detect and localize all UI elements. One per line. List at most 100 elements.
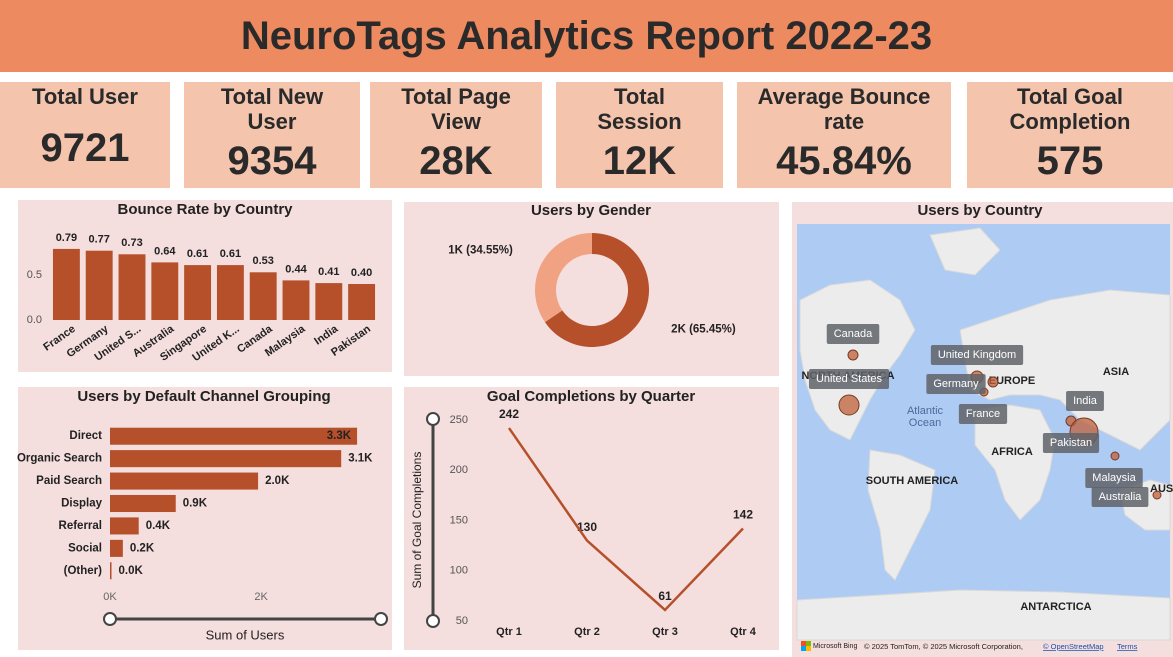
bar — [110, 539, 123, 557]
bar — [216, 265, 244, 320]
attribution: Microsoft Bing — [813, 643, 857, 650]
pie-slice — [534, 233, 592, 323]
value-label: 0.44 — [285, 263, 307, 275]
kpi-label: Total Session — [597, 84, 682, 134]
kpi-card: Total Session 12K — [556, 82, 723, 188]
y-tick-label: Paid Search — [36, 475, 102, 487]
value-label: 0.4K — [146, 520, 171, 532]
map-label: United Kingdom — [938, 349, 1016, 361]
bing-logo — [801, 641, 806, 646]
y-tick-label: 200 — [450, 464, 468, 476]
bar — [118, 254, 146, 320]
bar — [282, 280, 310, 320]
map-region: EUROPE — [989, 375, 1035, 387]
map-label-box — [1042, 433, 1100, 453]
x-tick-label: Qtr 3 — [652, 626, 678, 638]
chart-title: Users by Gender — [531, 202, 651, 219]
value-label: 0.77 — [88, 234, 109, 246]
x-tick-label: 0K — [103, 591, 117, 603]
kpi-label: Total User — [32, 84, 138, 109]
map-label-box — [1091, 487, 1149, 507]
y-tick-label: 50 — [456, 615, 468, 627]
x-tick-label: Qtr 2 — [574, 626, 600, 638]
kpi-card: Total Goal Completion 575 — [967, 82, 1173, 188]
map-label-box — [1085, 468, 1143, 488]
value-label: 0.2K — [130, 542, 155, 554]
map-bubble[interactable] — [1110, 451, 1120, 461]
y-tick-label: 0.0 — [27, 314, 42, 326]
bar — [52, 248, 80, 320]
bar — [348, 284, 376, 320]
ocean-label: Atlantic Ocean — [906, 405, 944, 429]
chart-title: Users by Country — [917, 202, 1043, 219]
map-label: Australia — [1099, 491, 1143, 503]
value-label: 3.1K — [348, 453, 373, 465]
x-tick-label: Qtr 1 — [496, 626, 522, 638]
map-label: Germany — [933, 378, 979, 390]
kpi-value: 9354 — [227, 138, 317, 183]
map-label: India — [1073, 395, 1098, 407]
map-land — [796, 227, 1171, 641]
bar — [184, 265, 212, 320]
attribution: © 2025 TomTom, © 2025 Microsoft Corporat… — [864, 642, 1023, 651]
kpi-label: Total New User — [220, 84, 324, 134]
attribution-link[interactable]: © OpenStreetMap — [1043, 642, 1104, 651]
value-label: 0.61 — [220, 248, 241, 260]
kpi-card: Total User 9721 — [0, 82, 170, 188]
kpi-value: 28K — [419, 138, 493, 183]
value-label: 142 — [733, 508, 753, 522]
value-label: 0.73 — [121, 237, 142, 249]
y-axis-label: Sum of Goal Completions — [410, 452, 424, 589]
y-tick-label: Organic Search — [17, 453, 102, 465]
map-label-box — [1066, 391, 1104, 411]
map-region: AFRICA — [991, 446, 1033, 458]
slider-handle[interactable] — [426, 614, 440, 628]
bar — [110, 427, 358, 445]
value-label: 0.53 — [252, 255, 273, 267]
panel — [404, 387, 779, 650]
slider-handle[interactable] — [426, 412, 440, 426]
map-region: ASIA — [1103, 366, 1129, 378]
map-bubble[interactable] — [838, 394, 860, 416]
bing-logo — [801, 646, 806, 651]
y-tick-label: (Other) — [64, 565, 103, 577]
kpi-value: 12K — [602, 138, 677, 183]
y-tick-label: 100 — [450, 565, 468, 577]
bar — [315, 283, 343, 320]
kpi-label: Total Goal Completion — [1009, 84, 1131, 134]
attribution-link[interactable]: Terms — [1117, 642, 1138, 651]
map-label: Pakistan — [1050, 437, 1092, 449]
map-bubble[interactable] — [987, 376, 999, 388]
panel — [18, 387, 392, 650]
bing-logo — [806, 646, 811, 651]
x-axis-label: Sum of Users — [206, 627, 285, 642]
y-tick-label: Referral — [59, 520, 102, 532]
y-tick-label: 0.5 — [27, 269, 42, 281]
map-bubble[interactable] — [847, 349, 859, 361]
line — [507, 427, 744, 612]
panel — [404, 202, 779, 376]
x-tick-label: Qtr 4 — [730, 626, 757, 638]
y-tick-label: Direct — [69, 430, 102, 442]
slider-handle[interactable] — [374, 612, 388, 626]
map-label-box — [930, 345, 1024, 365]
value-label: 0.79 — [56, 232, 77, 244]
map-bubble[interactable] — [1152, 490, 1162, 500]
value-label: 0.64 — [154, 245, 176, 257]
map-region: SOUTH AMERICA — [866, 475, 959, 487]
value-label: 0.0K — [119, 565, 144, 577]
value-label: 0.9K — [183, 498, 208, 510]
chart-title: Users by Default Channel Grouping — [77, 388, 330, 405]
value-label: 242 — [499, 407, 519, 421]
kpi-card: Average Bounce rate 45.84% — [737, 82, 951, 188]
slider-handle[interactable] — [103, 612, 117, 626]
kpi-label: Total Page View — [401, 84, 511, 134]
bar — [110, 472, 259, 490]
map-label: Canada — [834, 328, 873, 340]
bar — [151, 262, 179, 320]
map-label: United States — [816, 373, 883, 385]
value-label: 0.61 — [187, 248, 208, 260]
map-region: ANTARCTICA — [1020, 601, 1091, 613]
kpi-value: 9721 — [40, 126, 130, 170]
